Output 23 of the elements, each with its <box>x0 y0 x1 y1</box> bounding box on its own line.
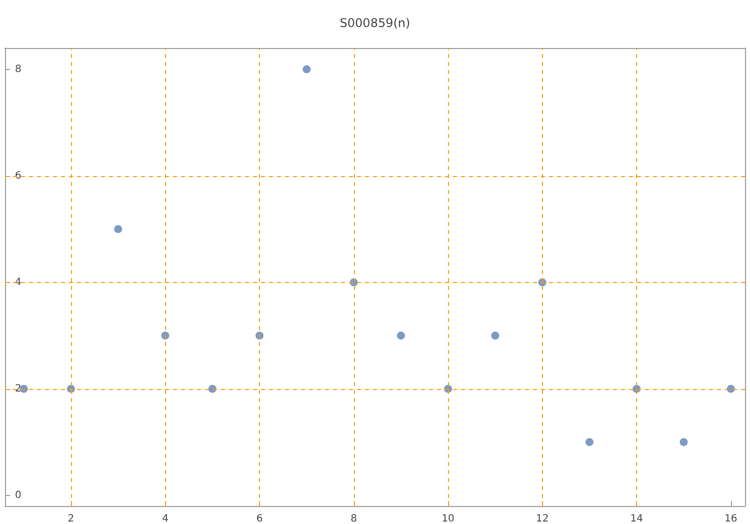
x-tick-label: 8 <box>350 514 357 524</box>
x-tick-label: 6 <box>256 514 263 524</box>
point <box>256 332 264 340</box>
point <box>161 332 170 340</box>
x-tick-label: 12 <box>536 514 549 524</box>
x-tick-label: 14 <box>630 514 643 524</box>
chart-title: S000859(n) <box>340 16 410 30</box>
point <box>680 438 688 446</box>
point <box>114 225 122 234</box>
y-tick-label: 8 <box>15 64 22 75</box>
x-tick-label: 4 <box>162 514 168 524</box>
y-tick-label: 0 <box>15 490 22 501</box>
point <box>396 332 405 340</box>
point <box>302 65 311 74</box>
point <box>208 384 216 393</box>
point <box>20 384 28 393</box>
point <box>491 332 500 340</box>
point <box>726 384 735 393</box>
x-tick-label: 10 <box>442 514 454 524</box>
x-tick-label: 16 <box>724 514 738 524</box>
y-tick-label: 2 <box>15 383 22 394</box>
point <box>585 438 594 446</box>
x-tick-label: 2 <box>68 514 74 524</box>
